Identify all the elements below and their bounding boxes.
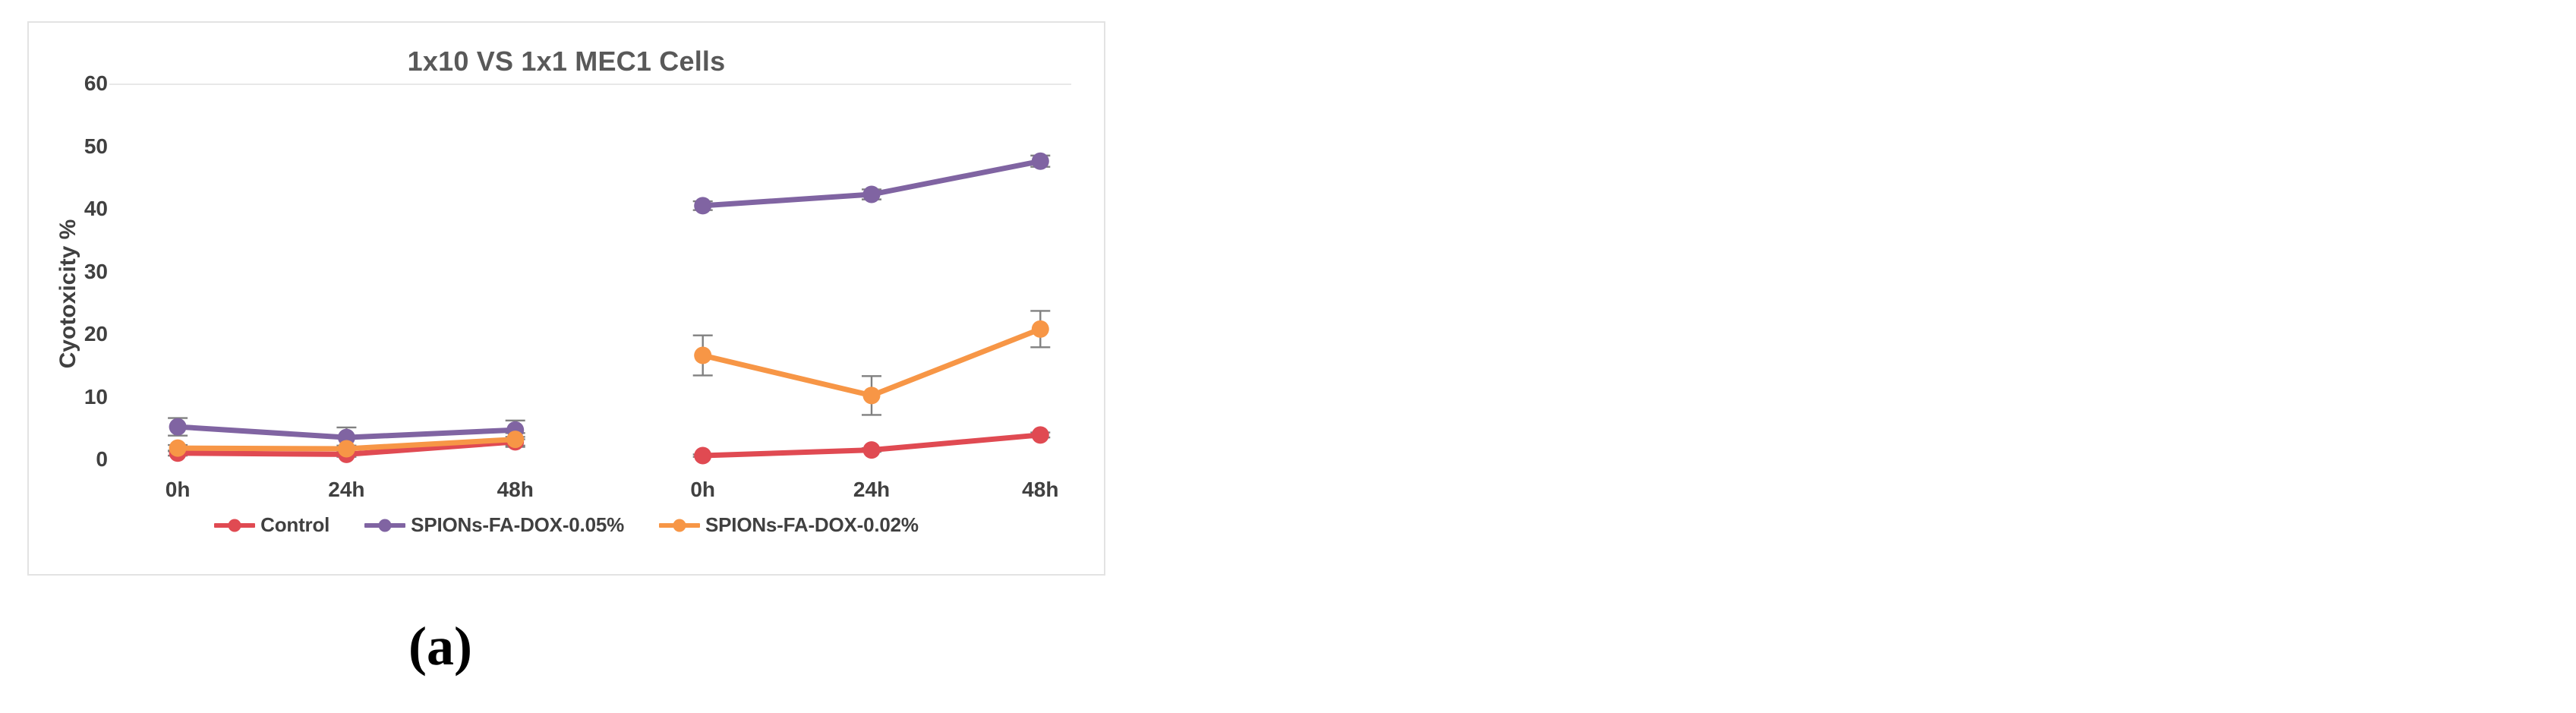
data-series — [169, 152, 1049, 446]
legend-marker-icon — [364, 519, 406, 532]
legend-label: Control — [260, 513, 330, 536]
data-point-marker — [1031, 320, 1049, 338]
y-tick-label: 60 — [84, 71, 108, 95]
legend-marker-icon — [659, 519, 701, 532]
legend-item[interactable]: Control — [214, 513, 329, 537]
x-tick-label: 0h — [165, 478, 191, 501]
legend-label: SPIONs-FA-DOX-0.02% — [705, 513, 919, 536]
panel-a: 1x10 VS 1x1 MEC1 Cells Cyotoxicity % 0 10… — [0, 0, 1139, 713]
data-point-marker — [862, 386, 881, 405]
data-point-marker — [1031, 426, 1049, 444]
y-tick-label: 20 — [84, 322, 108, 345]
panel-b: 1x10 VS 1x1 MEC1 Cells Cyotoxicity % 051… — [1321, 0, 2576, 713]
data-point-marker — [862, 441, 881, 459]
data-point-marker — [169, 439, 187, 457]
panel-a-frame — [27, 21, 1105, 576]
x-tick-label: 0h — [690, 478, 716, 501]
data-point-marker — [694, 197, 712, 215]
panel-a-chart-title: 1x10 VS 1x1 MEC1 Cells — [407, 46, 726, 77]
data-point-marker — [862, 185, 881, 203]
data-point-marker — [1031, 152, 1049, 170]
panel-a-y-axis-title: Cyotoxicity % — [55, 219, 80, 369]
data-series — [169, 320, 1049, 458]
panel-a-legend: Control SPIONs-FA-DOX-0.05% SPIONs-FA-DOX-… — [27, 513, 1105, 537]
data-point-marker — [169, 418, 187, 436]
x-tick-label: 24h — [853, 478, 891, 501]
x-tick-label: 24h — [328, 478, 365, 501]
panel-a-plot-area: 0 10 20 30 40 50 60 0h 24h 48h 0h 24h 48h — [84, 71, 1071, 501]
y-tick-label: 50 — [84, 134, 108, 158]
y-tick-label: 10 — [84, 384, 108, 409]
data-point-marker — [694, 446, 712, 465]
legend-item[interactable]: SPIONs-FA-DOX-0.05% — [364, 513, 624, 537]
data-point-marker — [337, 440, 355, 458]
y-tick-label: 0 — [96, 447, 108, 471]
panel-a-caption: (a) — [408, 616, 472, 677]
legend-item[interactable]: SPIONs-FA-DOX-0.02% — [659, 513, 919, 537]
legend-label: SPIONs-FA-DOX-0.05% — [411, 513, 625, 536]
panel-a-baseline — [109, 84, 1071, 85]
x-tick-label: 48h — [497, 478, 534, 501]
legend-marker-icon — [214, 519, 256, 532]
x-tick-label: 48h — [1022, 478, 1059, 501]
y-tick-label: 40 — [84, 197, 108, 220]
y-tick-label: 30 — [84, 259, 108, 283]
data-point-marker — [694, 346, 712, 364]
data-point-marker — [506, 431, 525, 449]
panel-a-series-layer — [168, 152, 1051, 465]
